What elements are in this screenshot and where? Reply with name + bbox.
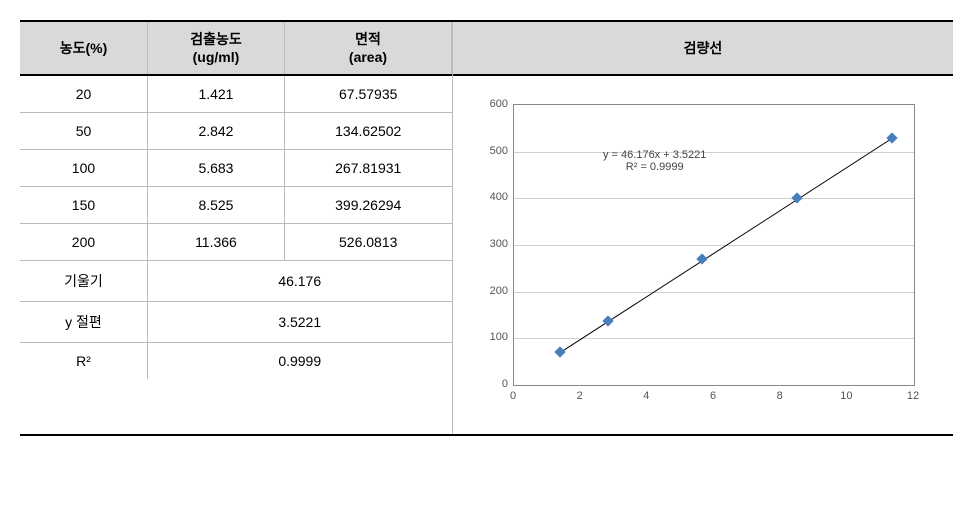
table-row: 100 5.683 267.81931 — [20, 150, 452, 187]
main-container: 농도(%) 검출농도 (ug/ml) 면적 (area) 20 1.421 67… — [20, 20, 953, 436]
y-tick-label: 0 — [478, 378, 508, 390]
y-tick-label: 100 — [478, 331, 508, 343]
col-header-area-l1: 면적 — [355, 31, 381, 47]
cell: 150 — [20, 187, 147, 224]
cell: 267.81931 — [284, 150, 451, 187]
cell: 2.842 — [147, 113, 284, 150]
y-tick-label: 400 — [478, 191, 508, 203]
data-table-wrapper: 농도(%) 검출농도 (ug/ml) 면적 (area) 20 1.421 67… — [20, 22, 452, 434]
col-header-concentration: 농도(%) — [20, 22, 147, 75]
chart-panel: 검량선 0 100 200 300 400 500 600 0 2 4 6 8 10 12 y = 46.1… — [452, 22, 953, 434]
summary-row: 기울기 46.176 — [20, 261, 452, 302]
cell: 1.421 — [147, 75, 284, 113]
table-body: 20 1.421 67.57935 50 2.842 134.62502 100… — [20, 75, 452, 379]
cell: 50 — [20, 113, 147, 150]
col-header-detected-l2: (ug/ml) — [193, 49, 240, 65]
gridline — [514, 292, 914, 293]
x-tick-label: 10 — [836, 390, 856, 402]
chart-body: 0 100 200 300 400 500 600 0 2 4 6 8 10 12 y = 46.176x … — [453, 76, 953, 434]
chart-area: 0 100 200 300 400 500 600 0 2 4 6 8 10 12 y = 46.176x … — [473, 94, 933, 424]
x-tick-label: 6 — [703, 390, 723, 402]
gridline — [514, 338, 914, 339]
table-row: 50 2.842 134.62502 — [20, 113, 452, 150]
summary-row: y 절편 3.5221 — [20, 302, 452, 343]
cell: 11.366 — [147, 224, 284, 261]
x-tick-label: 0 — [503, 390, 523, 402]
data-table: 농도(%) 검출농도 (ug/ml) 면적 (area) 20 1.421 67… — [20, 22, 452, 379]
summary-row: R² 0.9999 — [20, 343, 452, 380]
chart-title: 검량선 — [453, 22, 953, 76]
col-header-detected: 검출농도 (ug/ml) — [147, 22, 284, 75]
x-tick-label: 8 — [770, 390, 790, 402]
y-tick-label: 200 — [478, 285, 508, 297]
summary-value: 3.5221 — [147, 302, 451, 343]
cell: 134.62502 — [284, 113, 451, 150]
r2-text: R² = 0.9999 — [603, 161, 706, 173]
plot-area — [513, 104, 915, 386]
cell: 399.26294 — [284, 187, 451, 224]
equation-label: y = 46.176x + 3.5221R² = 0.9999 — [603, 149, 706, 173]
cell: 526.0813 — [284, 224, 451, 261]
table-row: 20 1.421 67.57935 — [20, 75, 452, 113]
summary-value: 0.9999 — [147, 343, 451, 380]
equation-text: y = 46.176x + 3.5221 — [603, 149, 706, 161]
y-tick-label: 500 — [478, 145, 508, 157]
cell: 100 — [20, 150, 147, 187]
summary-label: R² — [20, 343, 147, 380]
gridline — [514, 245, 914, 246]
x-tick-label: 12 — [903, 390, 923, 402]
y-tick-label: 300 — [478, 238, 508, 250]
gridline — [514, 198, 914, 199]
cell: 67.57935 — [284, 75, 451, 113]
summary-label: 기울기 — [20, 261, 147, 302]
table-row: 200 11.366 526.0813 — [20, 224, 452, 261]
gridline — [514, 152, 914, 153]
cell: 200 — [20, 224, 147, 261]
x-tick-label: 4 — [636, 390, 656, 402]
col-header-area: 면적 (area) — [284, 22, 451, 75]
col-header-detected-l1: 검출농도 — [190, 31, 242, 47]
table-row: 150 8.525 399.26294 — [20, 187, 452, 224]
cell: 8.525 — [147, 187, 284, 224]
cell: 5.683 — [147, 150, 284, 187]
x-tick-label: 2 — [570, 390, 590, 402]
summary-label: y 절편 — [20, 302, 147, 343]
y-tick-label: 600 — [478, 98, 508, 110]
cell: 20 — [20, 75, 147, 113]
col-header-area-l2: (area) — [349, 49, 387, 65]
summary-value: 46.176 — [147, 261, 451, 302]
